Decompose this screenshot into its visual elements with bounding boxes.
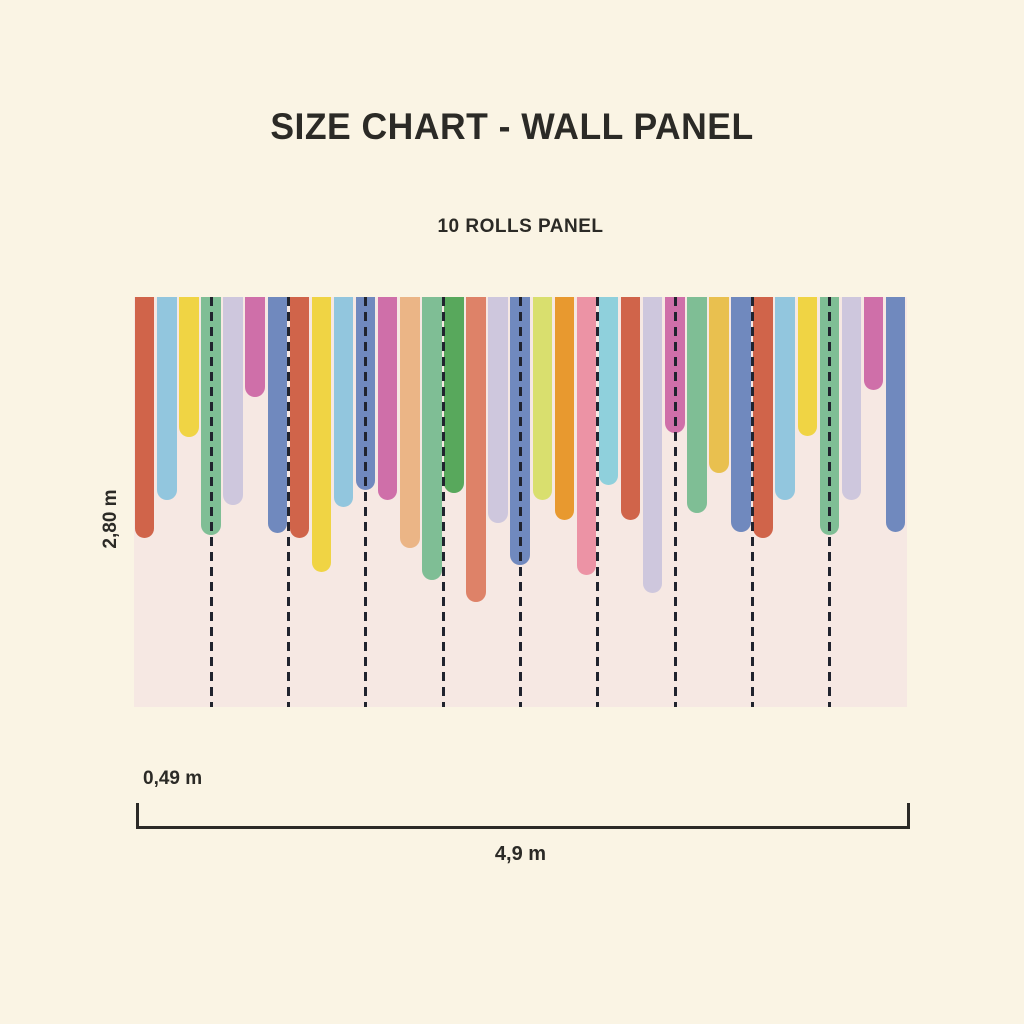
roll-divider-line [209,297,213,707]
panel-stripe-magenta [377,297,398,500]
roll-divider-line [750,297,754,707]
page-title: SIZE CHART - WALL PANEL [270,106,754,147]
panel-stripe-teal [598,297,619,485]
panel-stripe-yellow [311,297,332,572]
panel-stripe-terracotta [135,297,155,538]
roll-divider-line [596,297,600,707]
panel-stripe-lavender [488,297,508,523]
roll-divider-line [673,297,677,707]
panel-stripe-salmon [466,297,486,602]
panel-stripe-lightblue [333,297,354,507]
panel-stripe-kelly [444,297,464,493]
panel-stripe-lavender [642,297,663,593]
panel-stripe-lavender [223,297,243,505]
panel-stripe-lightblue [157,297,177,500]
total-width-label: 4,9 m [494,843,547,865]
roll-dividers-layer [134,297,907,707]
roll-divider-line [287,297,291,707]
panel-stripe-periwinkle [267,297,287,533]
roll-divider-line [828,297,832,707]
wall-panel-preview [134,297,907,707]
roll-divider-line [441,297,445,707]
panel-stripe-periwinkle [885,297,906,532]
roll-width-label: 0,49 m [143,768,203,789]
panel-stripe-magenta [245,297,265,397]
roll-divider-line [364,297,368,707]
panel-stripe-lightblue [775,297,795,500]
panel-stripe-tangerine [554,297,575,520]
panel-stripe-rose [576,297,597,575]
roll-divider-line [519,297,522,707]
panel-stripe-gold [709,297,729,473]
panel-stripe-periwinkle [731,297,751,532]
panel-stripe-seafoam [422,297,442,580]
panel-stripe-peach [400,297,420,548]
panel-stripe-seafoam [687,297,707,513]
panel-stripe-lime [532,297,553,500]
panel-stripe-terracotta [753,297,773,538]
panel-stripe-terracotta [620,297,641,520]
panel-stripe-terracotta [289,297,310,538]
panel-stripe-lavender [841,297,862,500]
total-width-bracket [136,803,910,829]
panel-subtitle: 10 ROLLS PANEL [437,216,604,237]
height-dimension-label: 2,80 m [100,489,121,549]
panel-stripe-yellow [179,297,199,437]
panel-stripe-magenta [863,297,884,390]
panel-stripe-yellow [797,297,818,436]
